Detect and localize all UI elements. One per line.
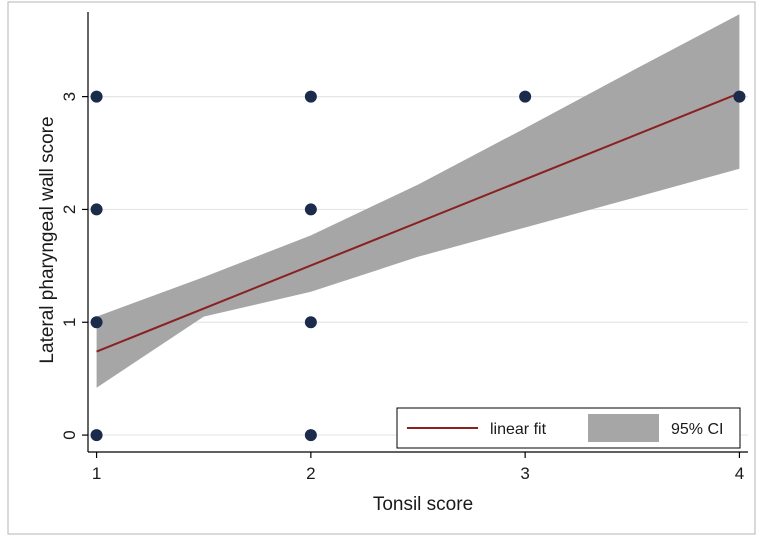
ci-band [96,14,740,388]
data-point-0 [90,429,103,442]
data-point-1 [90,316,103,329]
confidence-band [96,14,740,388]
data-point-8 [519,90,532,103]
legend-ci-label: 95% CI [671,421,723,438]
y-axis-title: Lateral pharyngeal wall score [37,116,58,363]
legend-ci-swatch [588,414,659,442]
legend: linear fit 95% CI [396,407,741,449]
x-tick-label-2: 2 [306,464,315,483]
y-tick-label-1: 1 [60,318,79,327]
x-tick-label-3: 3 [520,464,529,483]
data-point-2 [90,203,103,216]
y-tick-label-0: 0 [60,430,79,439]
y-tick-label-2: 2 [60,205,79,214]
data-point-4 [304,429,317,442]
data-points [90,90,746,442]
x-tick-label-1: 1 [92,464,101,483]
fit-line-group [96,92,740,353]
linear-fit-line [96,92,740,353]
x-axis-title: Tonsil score [373,494,473,515]
data-point-7 [304,90,317,103]
tick-labels: 1 2 3 4 0 1 2 3 [60,92,744,483]
data-point-6 [304,203,317,216]
axes [82,12,748,458]
legend-fit-label: linear fit [490,421,547,438]
data-point-3 [90,90,103,103]
y-tick-label-3: 3 [60,92,79,101]
x-tick-label-4: 4 [735,464,744,483]
data-point-5 [304,316,317,329]
data-point-9 [733,90,746,103]
